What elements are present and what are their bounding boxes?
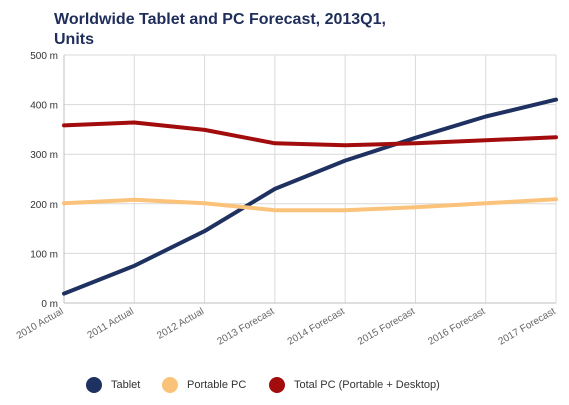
y-tick-label: 300 m [30, 150, 58, 161]
y-tick-label: 200 m [30, 200, 58, 211]
legend-item-tablet[interactable]: Tablet [86, 372, 140, 398]
legend-marker-total-pc [269, 377, 285, 393]
legend-label-tablet: Tablet [111, 379, 141, 391]
legend-label-total-pc: Total PC (Portable + Desktop) [294, 379, 440, 391]
line-chart: 0 m 100 m 200 m 300 m 400 m 500 m 2010 Actual… [15, 51, 558, 348]
series-line-portable-pc [62, 197, 558, 213]
y-tick-labels: 0 m 100 m 200 m 300 m 400 m 500 m [30, 51, 58, 310]
x-tick-label: 2013 Forecast [215, 306, 276, 348]
x-tick-label: 2015 Forecast [356, 306, 417, 348]
legend-marker-tablet [86, 377, 102, 393]
legend-item-portable-pc[interactable]: Portable PC [162, 372, 246, 398]
chart-title-line-1: Worldwide Tablet and PC Forecast, 2013Q1… [54, 11, 386, 28]
x-tick-label: 2010 Actual [15, 306, 66, 342]
series-line-total-pc-portable-desktop [62, 120, 558, 148]
x-tick-label: 2014 Forecast [286, 306, 347, 348]
chart-title-line-2: Units [54, 31, 94, 48]
legend-label-portable-pc: Portable PC [187, 379, 247, 391]
series-line-tablet [62, 97, 558, 296]
x-tick-label: 2017 Forecast [497, 306, 558, 348]
series-lines [62, 97, 558, 296]
y-tick-label: 400 m [30, 101, 58, 112]
legend-item-total-pc[interactable]: Total PC (Portable + Desktop) [269, 372, 440, 398]
x-tick-labels: 2010 Actual 2011 Actual 2012 Actual 2013 Fo… [15, 306, 558, 348]
axes [63, 55, 556, 304]
y-tick-label: 100 m [30, 249, 58, 260]
chart-title: Worldwide Tablet and PC Forecast, 2013Q1… [54, 10, 474, 50]
x-tick-label: 2012 Actual [155, 306, 206, 342]
y-tick-label: 500 m [30, 51, 58, 62]
legend-marker-portable-pc [162, 377, 178, 393]
y-tick-label: 0 m [41, 299, 58, 310]
x-tick-label: 2016 Forecast [426, 306, 487, 348]
x-tick-label: 2011 Actual [86, 306, 136, 341]
legend: Tablet Portable PC Total PC (Portable + … [0, 372, 569, 398]
